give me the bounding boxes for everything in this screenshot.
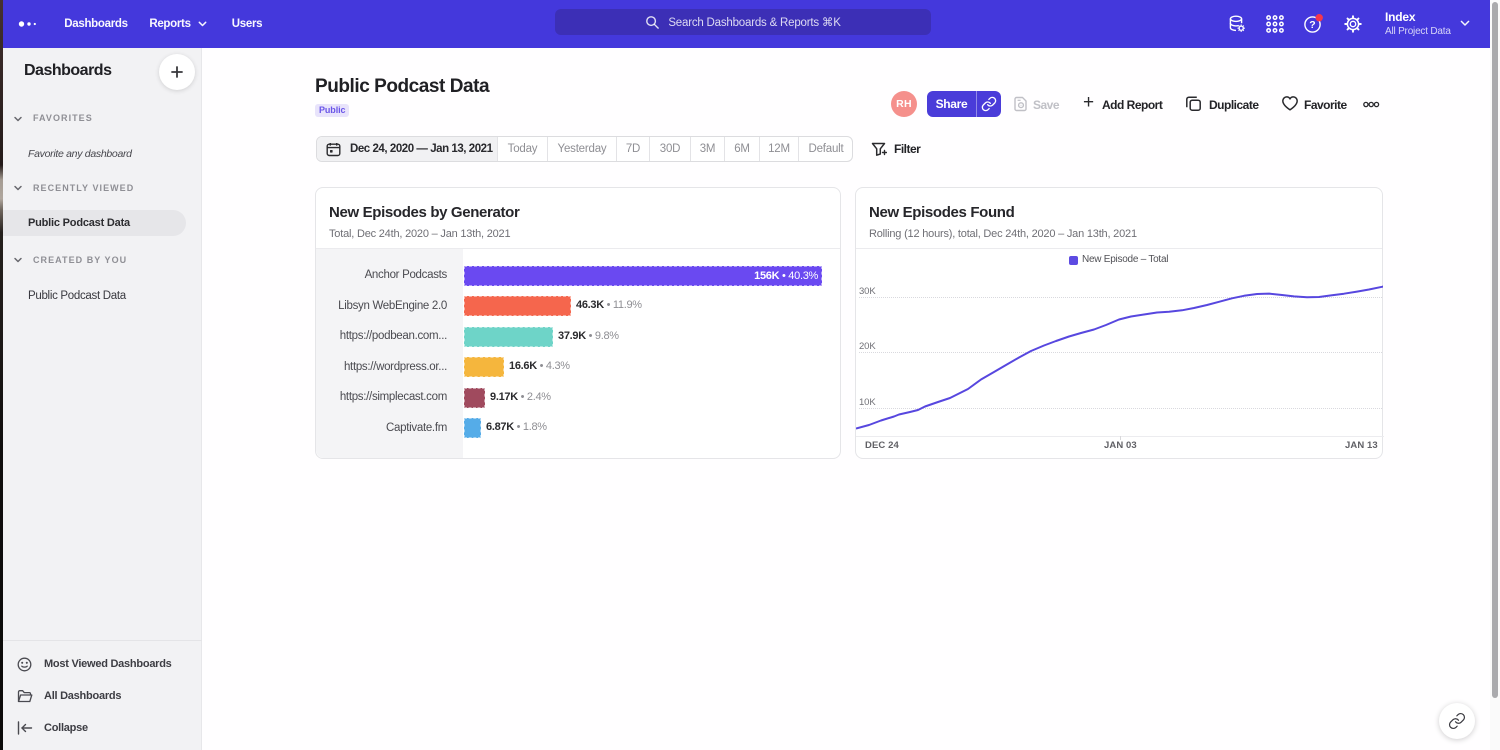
svg-text:?: ? <box>1309 19 1315 31</box>
